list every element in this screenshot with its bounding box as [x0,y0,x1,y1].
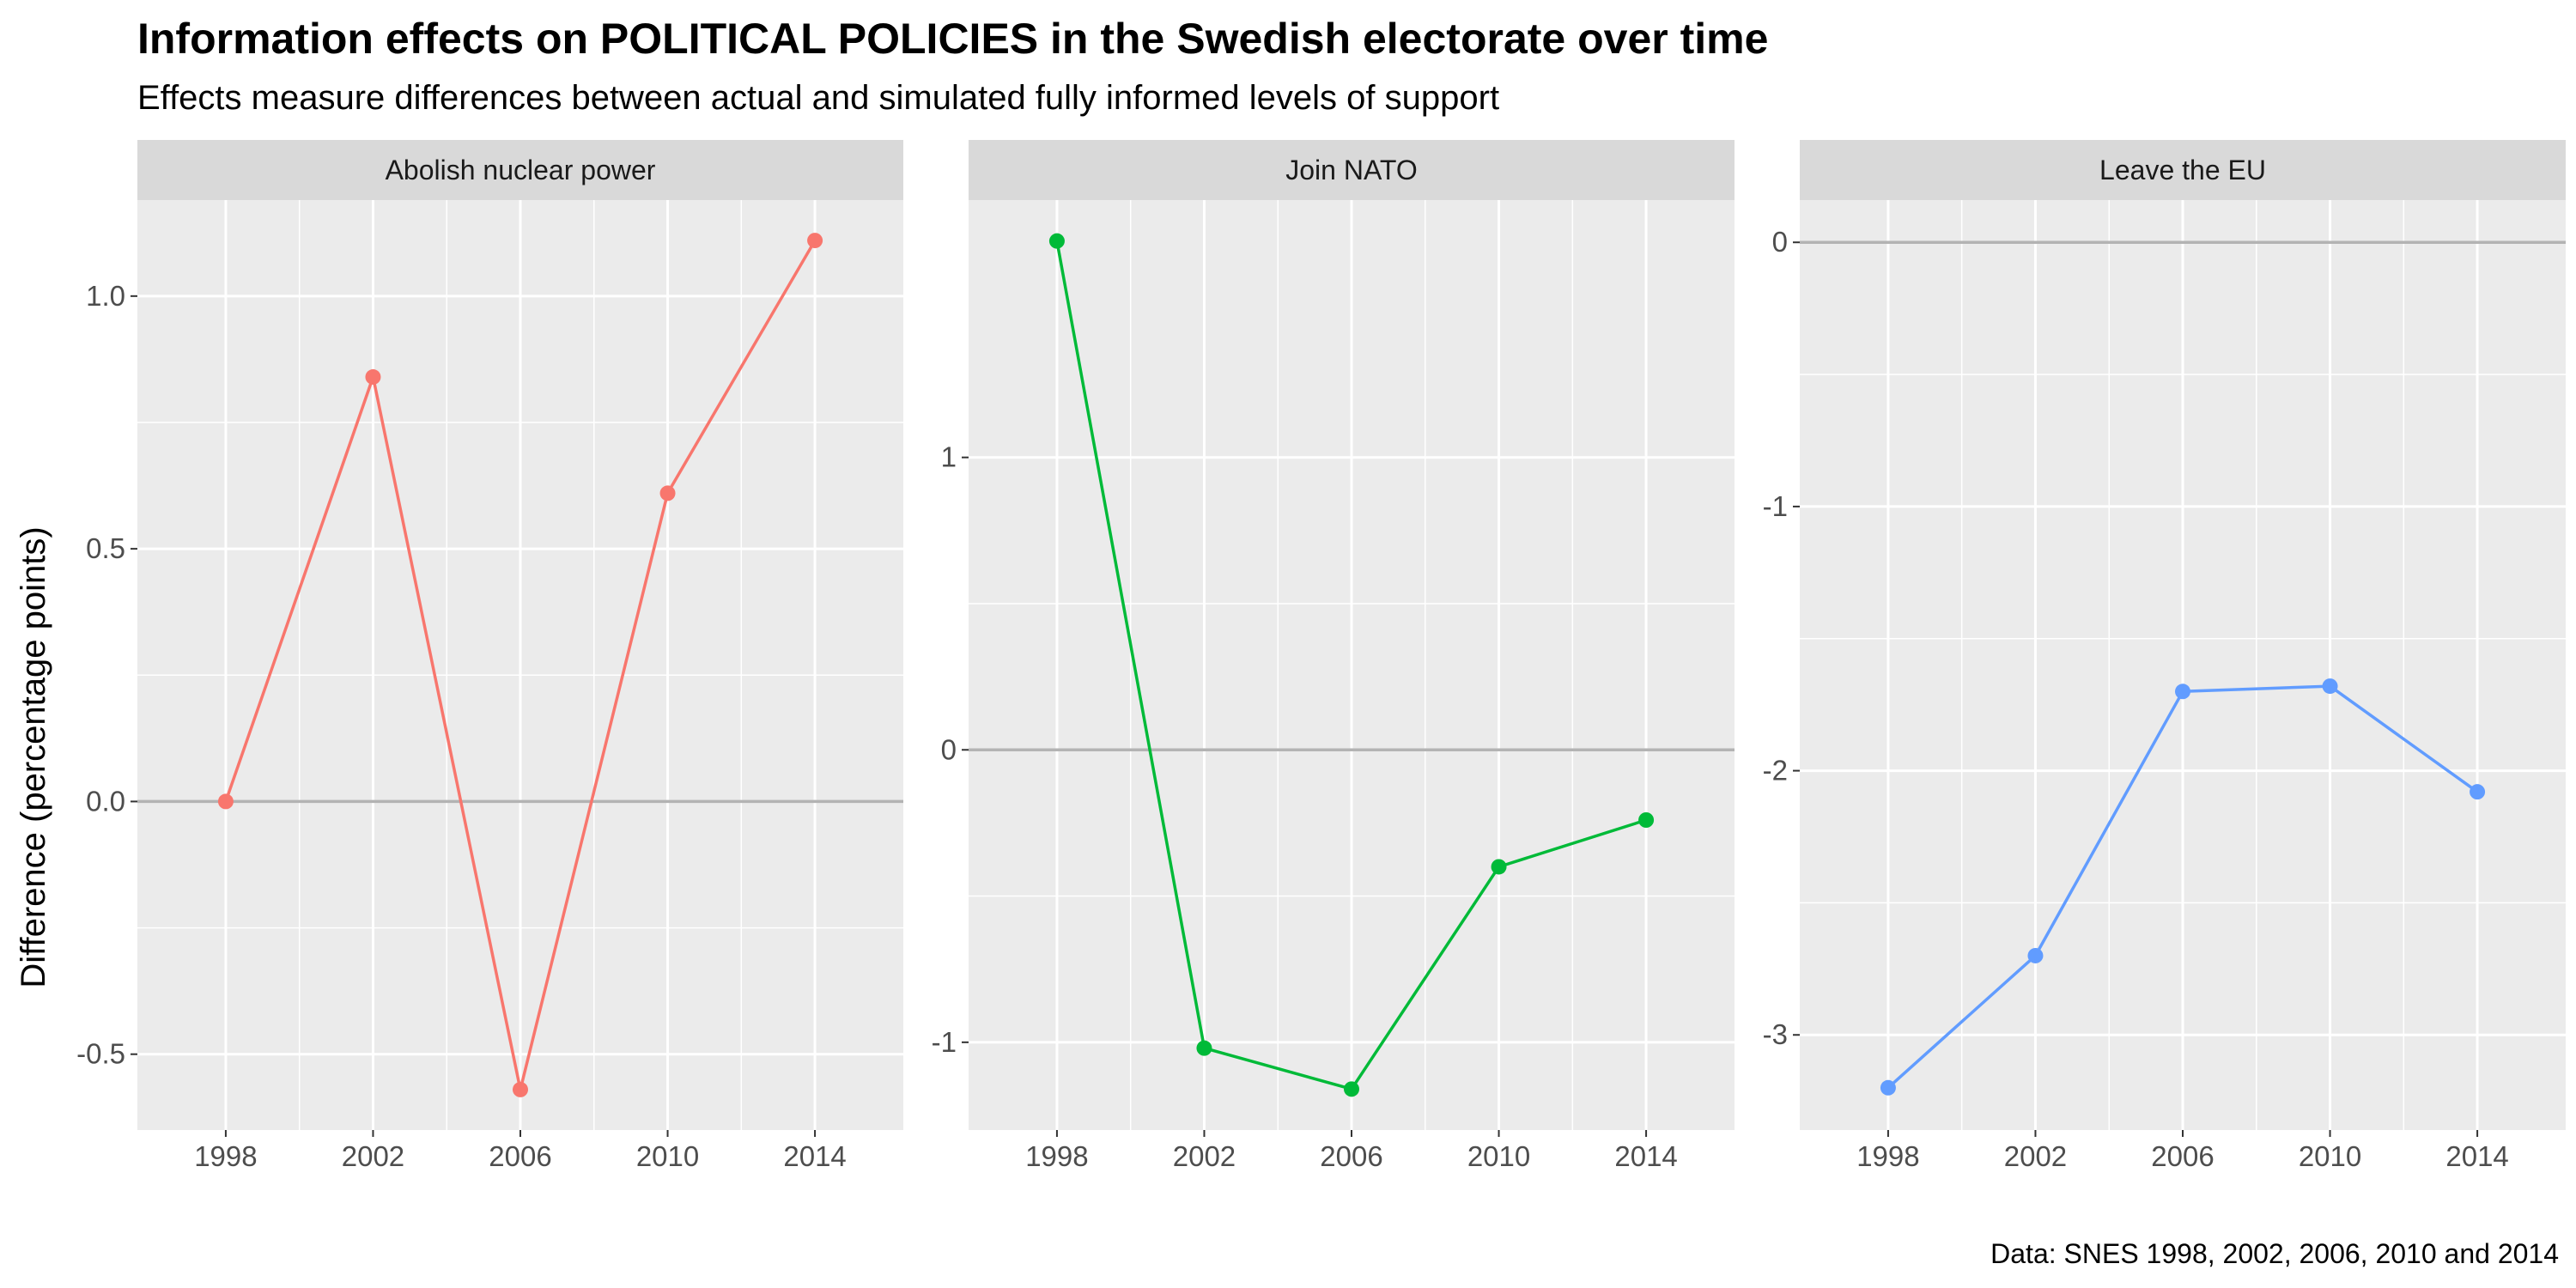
facet-strip-label: Join NATO [1285,155,1418,185]
x-tick-label: 2014 [1614,1140,1677,1172]
chart-caption: Data: SNES 1998, 2002, 2006, 2010 and 20… [1990,1238,2559,1269]
x-tick-label: 1998 [194,1140,257,1172]
x-tick-label: 2010 [636,1140,699,1172]
facet-panel: Abolish nuclear power -0.5 0.0 0.5 1.0 1998 20… [76,140,903,1172]
x-tick-label: 2010 [1467,1140,1530,1172]
facet-strip [137,140,903,200]
y-tick-label: 1.0 [86,280,125,312]
y-tick-label: -1 [1763,490,1788,522]
data-point [365,369,381,386]
y-tick-label: -0.5 [76,1038,125,1070]
y-tick-label: 1 [941,441,957,473]
x-tick-label: 2002 [342,1140,404,1172]
x-tick-label: 2014 [2445,1140,2508,1172]
x-tick-label: 1998 [1025,1140,1088,1172]
data-point [2322,678,2338,695]
x-tick-label: 2014 [783,1140,846,1172]
facet-strip-label: Leave the EU [2099,155,2266,185]
chart-subtitle: Effects measure differences between actu… [137,79,1499,117]
x-tick-label: 2006 [2151,1140,2214,1172]
facet-strip [969,140,1735,200]
x-tick-label: 2010 [2299,1140,2361,1172]
y-tick-label: -1 [932,1026,957,1058]
y-tick-label: 0.0 [86,785,125,817]
data-point [217,793,234,810]
y-axis-title: Difference (percentage points) [15,526,52,987]
data-point [1880,1079,1896,1096]
y-tick-label: 0 [1772,226,1788,258]
data-point [1638,812,1655,828]
data-point [2027,947,2044,963]
y-tick-label: -3 [1763,1018,1788,1050]
data-point [1491,859,1507,875]
data-point [807,233,823,249]
data-point [659,485,676,501]
chart-title: Information effects on POLITICAL POLICIE… [137,15,1768,63]
facet-strip-label: Abolish nuclear power [386,155,656,185]
x-tick-label: 2006 [489,1140,551,1172]
data-point [1048,233,1065,249]
x-tick-label: 2002 [1173,1140,1236,1172]
facet-strip [1800,140,2566,200]
y-tick-label: 0.5 [86,532,125,564]
data-point [2470,784,2486,800]
data-point [1344,1081,1359,1097]
x-tick-label: 2006 [1320,1140,1382,1172]
y-tick-label: -2 [1763,755,1788,787]
x-tick-label: 1998 [1856,1140,1919,1172]
y-tick-label: 0 [941,733,957,765]
facet-panel: Join NATO -1 0 1 1998 2002 2006 2010 2014 [932,140,1735,1172]
data-point [1196,1040,1212,1056]
x-tick-label: 2002 [2004,1140,2067,1172]
data-point [2175,683,2190,700]
facet-panels: Abolish nuclear power -0.5 0.0 0.5 1.0 1998 20… [76,140,2566,1172]
facet-panel: Leave the EU -3 -2 -1 0 1998 2002 2006 2010 2014 [1763,140,2566,1172]
data-point [513,1081,528,1097]
